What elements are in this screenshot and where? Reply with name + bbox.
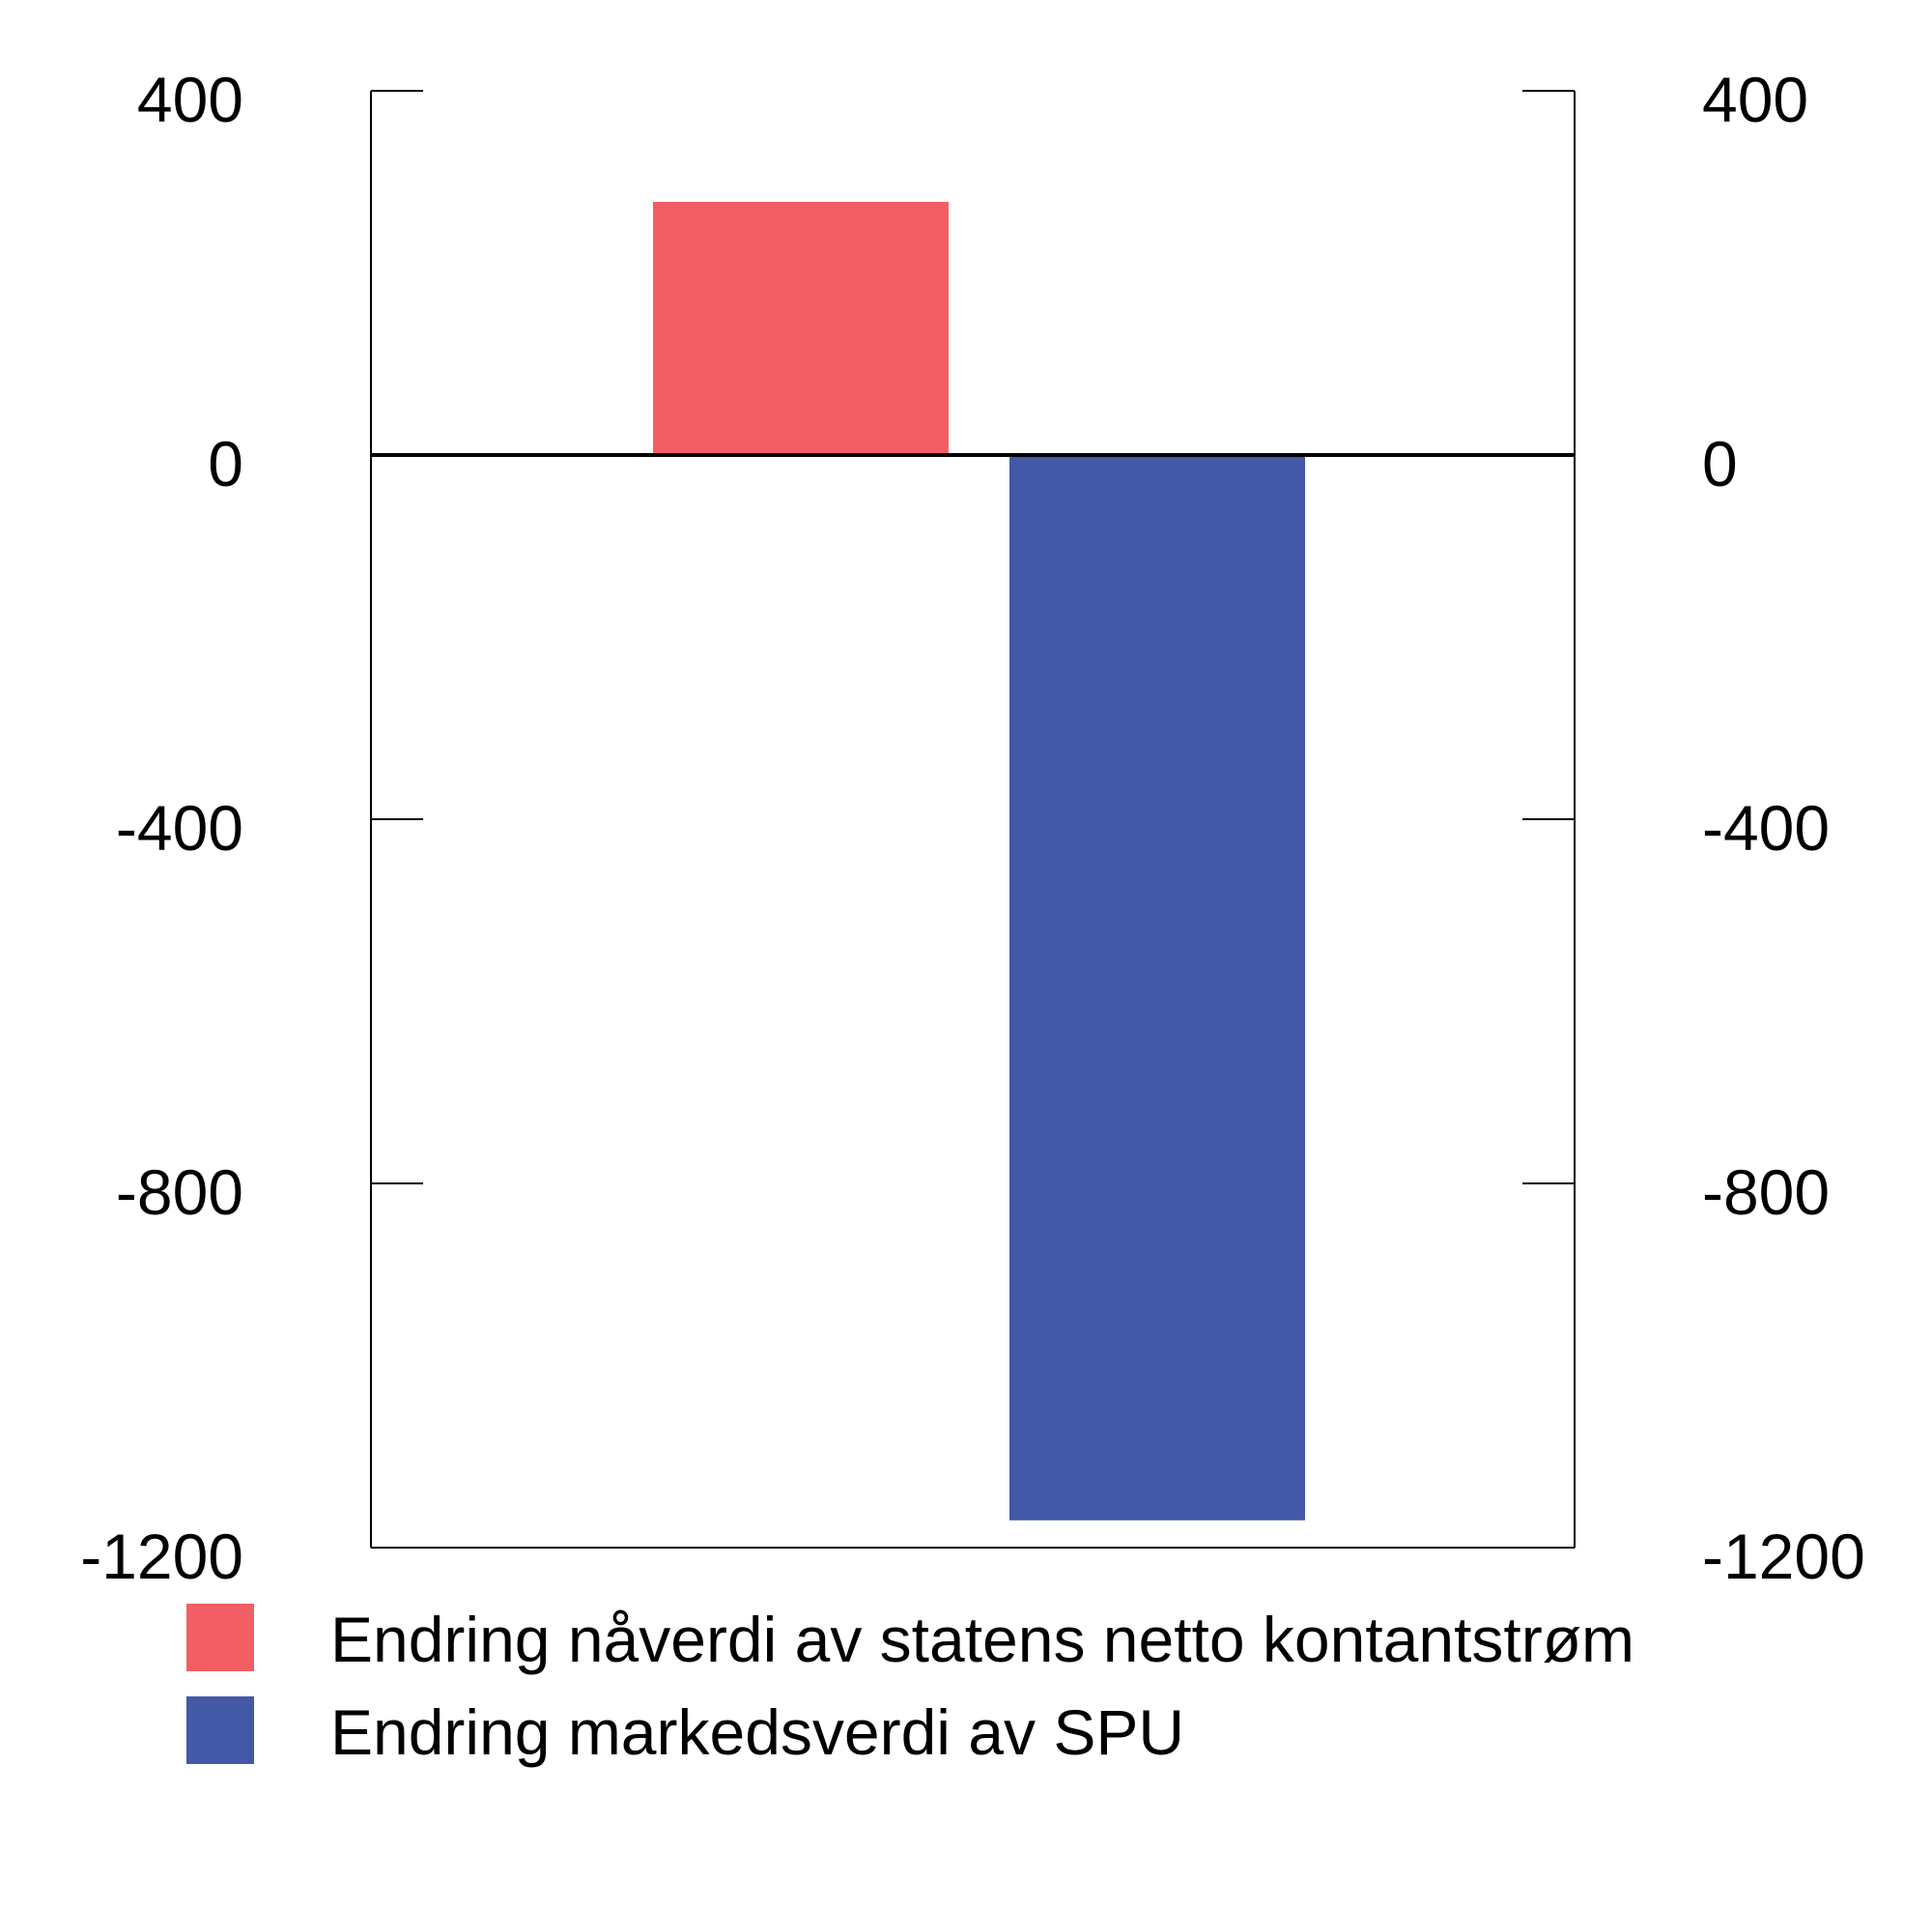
left-tick-label: -800 (116, 1156, 243, 1228)
plot-frame (370, 91, 1576, 1549)
legend-label-1: Endring nåverdi av statens netto kontant… (330, 1604, 1634, 1675)
right-tick-label: -800 (1702, 1156, 1830, 1228)
legend: Endring nåverdi av statens netto kontant… (186, 1604, 1634, 1768)
legend-swatch-1 (186, 1604, 254, 1671)
right-tick-label: 400 (1702, 64, 1808, 135)
right-tick-label: -1200 (1702, 1521, 1865, 1592)
left-tick-label: -400 (116, 792, 243, 864)
bar-1 (653, 201, 949, 456)
y-axis-ticks: 400 400 0 0 -400 -400 -800 -800 -1200 -1200 (80, 64, 1865, 1592)
bars (653, 201, 1305, 1521)
left-tick-label: 0 (208, 428, 243, 499)
legend-label-2: Endring markedsverdi av SPU (330, 1696, 1184, 1768)
bar-2 (1009, 455, 1305, 1521)
left-tick-label: 400 (137, 64, 243, 135)
right-tick-label: -400 (1702, 792, 1830, 864)
left-tick-label: -1200 (80, 1521, 243, 1592)
legend-swatch-2 (186, 1696, 254, 1764)
right-tick-label: 0 (1702, 428, 1738, 499)
